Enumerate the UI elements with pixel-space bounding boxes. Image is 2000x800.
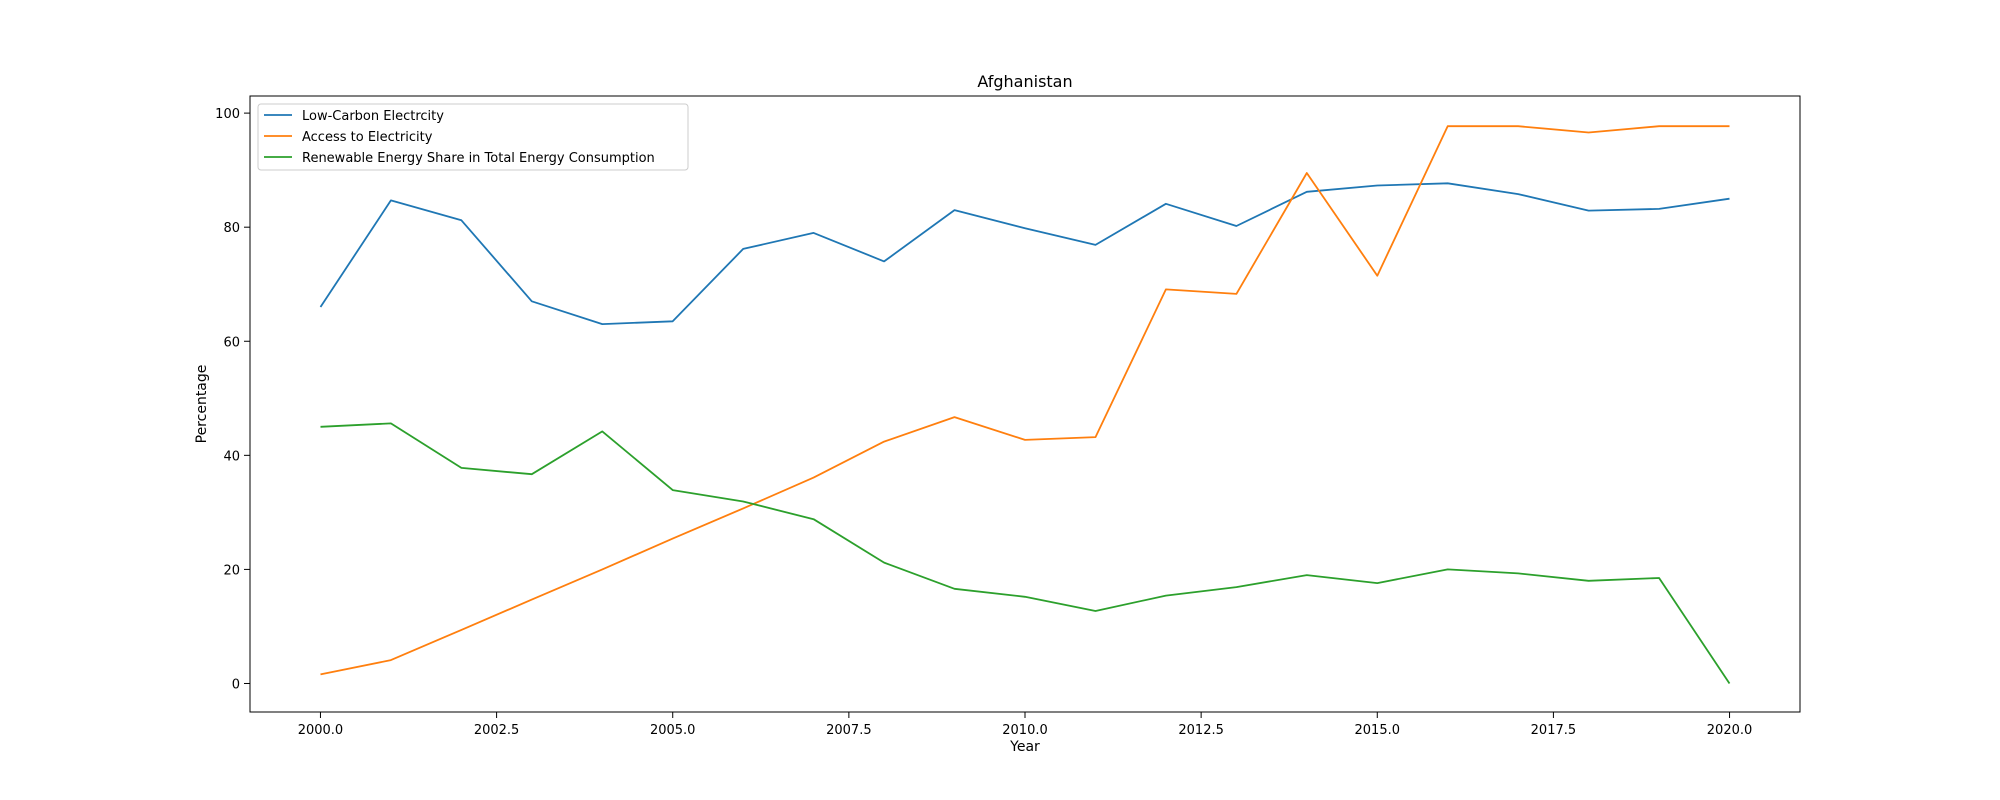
x-tick-label: 2017.5 <box>1531 723 1577 738</box>
series-line-3 <box>320 422 1731 684</box>
plot-area <box>319 125 1731 684</box>
legend-label: Access to Electricity <box>302 130 433 145</box>
x-tick-label: 2012.5 <box>1178 723 1224 738</box>
y-axis: 0 20 40 60 80 100 <box>215 107 250 692</box>
legend-label: Low-Carbon Electrcity <box>302 109 444 124</box>
x-axis-label: Year <box>1009 739 1040 755</box>
x-tick-label: 2007.5 <box>826 723 872 738</box>
y-axis-label: Percentage <box>194 365 210 444</box>
x-tick-label: 2005.0 <box>650 723 696 738</box>
y-tick-label: 0 <box>232 677 240 692</box>
y-tick-label: 20 <box>223 563 240 578</box>
y-tick-label: 80 <box>223 221 240 236</box>
x-tick-label: 2015.0 <box>1355 723 1401 738</box>
x-tick-label: 2000.0 <box>298 723 344 738</box>
legend-label: Renewable Energy Share in Total Energy C… <box>302 151 655 166</box>
y-tick-label: 100 <box>215 107 240 122</box>
x-tick-label: 2010.0 <box>1002 723 1048 738</box>
legend: Low-Carbon Electrcity Access to Electrici… <box>257 103 689 171</box>
legend-box <box>257 103 689 171</box>
chart-title: Afghanistan <box>977 72 1072 91</box>
x-tick-label: 2020.0 <box>1707 723 1753 738</box>
series-line-2 <box>320 125 1730 676</box>
x-axis: 2000.0 2002.5 2005.0 2007.5 2010.0 2012.5 2015… <box>298 712 1753 738</box>
x-tick-label: 2002.5 <box>474 723 520 738</box>
series-line-1 <box>319 182 1730 326</box>
y-tick-label: 60 <box>223 335 240 350</box>
y-tick-label: 40 <box>223 449 240 464</box>
